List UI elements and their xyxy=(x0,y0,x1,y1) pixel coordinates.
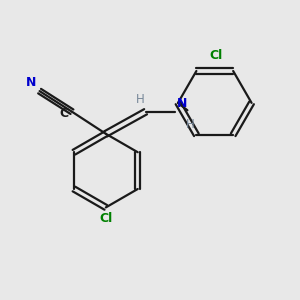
Text: N: N xyxy=(176,97,187,110)
Text: Cl: Cl xyxy=(99,212,112,225)
Text: C: C xyxy=(59,107,68,120)
Text: Cl: Cl xyxy=(210,49,223,62)
Text: H: H xyxy=(186,118,195,130)
Text: N: N xyxy=(26,76,37,89)
Text: H: H xyxy=(136,93,145,106)
